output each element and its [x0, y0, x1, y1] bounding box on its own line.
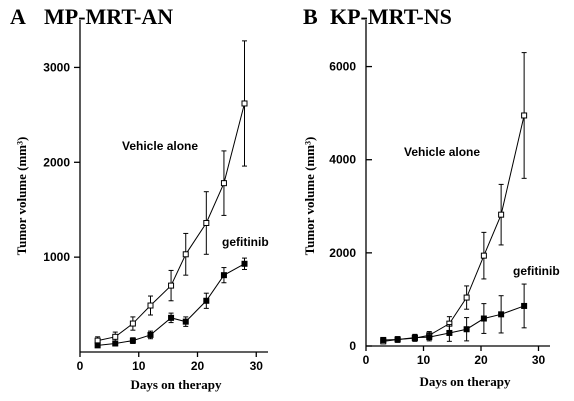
panel-b-gefitinib-label: gefitinib — [513, 264, 560, 278]
panel-b-y-tick-label: 0 — [349, 339, 356, 353]
panel-a-vehicle-point — [168, 282, 175, 289]
panel-b-x-tick-label: 10 — [417, 353, 431, 367]
panel-a-title: MP-MRT-AN — [44, 4, 173, 29]
panel-b-title: KP-MRT-NS — [330, 4, 452, 29]
panel-a-x-tick-label: 0 — [77, 359, 84, 373]
panel-a-vehicle-point — [203, 219, 210, 226]
panel-a-gefitinib-point — [182, 318, 189, 325]
panel-a-gefitinib-point — [129, 337, 136, 344]
panel-a-letter: A — [10, 4, 26, 29]
panel-a-ylabel: Tumor volume (mm³) — [14, 137, 29, 256]
panel-b-vehicle-point — [498, 211, 505, 218]
panel-b-vehicle-point — [480, 252, 487, 259]
panel-b-gefitinib-point — [480, 315, 487, 322]
panel-b-gefitinib-point — [411, 334, 418, 341]
panel-a-gefitinib-point — [147, 331, 154, 338]
panel-b-xlabel: Days on therapy — [419, 374, 511, 389]
panel-a-y-tick-label: 3000 — [43, 60, 70, 74]
panel-b-y-tick-label: 4000 — [329, 153, 356, 167]
panel-b-vehicle-point — [521, 112, 528, 119]
panel-a: A MP-MRT-AN Tumor volume (mm³) Days on t… — [10, 4, 269, 392]
panel-a-y-tick-label: 1000 — [43, 250, 70, 264]
panel-b-gefitinib-point — [380, 336, 387, 343]
panel-a-gefitinib-point — [168, 314, 175, 321]
panel-a-gefitinib-point — [94, 342, 101, 349]
panel-b-gefitinib-point — [426, 334, 433, 341]
panel-b-y-tick-label: 2000 — [329, 246, 356, 260]
panel-a-vehicle-point — [220, 180, 227, 187]
panel-a-vehicle-point — [129, 320, 136, 327]
panel-a-x-tick-label: 30 — [250, 359, 264, 373]
panel-a-vehicle-point — [241, 100, 248, 107]
panel-b-x-tick-label: 20 — [474, 353, 488, 367]
panel-b-gefitinib-point — [446, 329, 453, 336]
panel-b-x-tick-label: 30 — [532, 353, 546, 367]
panel-b-y-tick-label: 6000 — [329, 60, 356, 74]
panel-a-vehicle-point — [147, 302, 154, 309]
panel-a-y-tick-label: 2000 — [43, 155, 70, 169]
panel-b-ylabel: Tumor volume (mm³) — [302, 137, 317, 256]
panel-a-xlabel: Days on therapy — [130, 377, 222, 392]
panel-a-vehicle-point — [182, 251, 189, 258]
panel-a-x-tick-label: 10 — [132, 359, 146, 373]
panel-b-gefitinib-line — [383, 305, 525, 341]
panel-a-x-tick-label: 20 — [191, 359, 205, 373]
panel-b-letter: B — [303, 4, 318, 29]
panel-b: B KP-MRT-NS Tumor volume (mm³) Days on t… — [302, 4, 560, 389]
panel-a-vehicle-label: Vehicle alone — [122, 139, 198, 153]
panel-b-gefitinib-point — [521, 302, 528, 309]
panel-a-gefitinib-point — [220, 272, 227, 279]
panel-b-vehicle-point — [463, 294, 470, 301]
panel-a-vehicle-point — [112, 333, 119, 340]
panel-b-x-tick-label: 0 — [363, 353, 370, 367]
panel-a-gefitinib-point — [203, 297, 210, 304]
panel-a-gefitinib-point — [112, 340, 119, 347]
panel-b-gefitinib-point — [498, 311, 505, 318]
panel-a-gefitinib-label: gefitinib — [222, 235, 269, 249]
panel-b-gefitinib-point — [463, 326, 470, 333]
panel-b-gefitinib-point — [394, 336, 401, 343]
panel-a-gefitinib-point — [241, 260, 248, 267]
panel-b-vehicle-label: Vehicle alone — [404, 145, 480, 159]
